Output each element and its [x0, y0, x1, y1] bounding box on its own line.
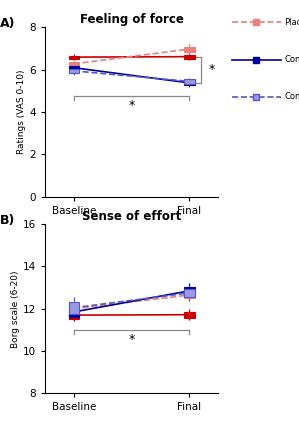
Text: B): B) [0, 214, 15, 227]
Bar [184, 287, 195, 295]
Bar [68, 62, 79, 66]
Y-axis label: Ratings (VAS 0-10): Ratings (VAS 0-10) [17, 70, 26, 154]
Bar [68, 66, 79, 69]
Bar [184, 81, 195, 85]
Text: A): A) [0, 17, 15, 30]
Bar [68, 305, 79, 312]
Bar [184, 55, 195, 59]
Text: *: * [129, 99, 135, 112]
Title: Sense of effort: Sense of effort [82, 210, 181, 223]
Text: Control-IF: Control-IF [284, 55, 299, 64]
Bar [184, 80, 195, 83]
Bar [68, 302, 79, 313]
Text: *: * [129, 333, 135, 346]
Bar [184, 288, 195, 297]
Y-axis label: Borg scale (6-20): Borg scale (6-20) [11, 270, 20, 348]
Title: Feeling of force: Feeling of force [80, 14, 184, 26]
Bar [68, 308, 79, 316]
Text: Placebo-EF: Placebo-EF [284, 18, 299, 27]
Bar [184, 47, 195, 52]
Bar [68, 69, 79, 73]
Bar [68, 55, 79, 59]
Bar [184, 292, 195, 298]
Text: *: * [209, 63, 215, 76]
Text: Control-EF: Control-EF [284, 92, 299, 102]
Bar [68, 312, 79, 319]
Bar [184, 312, 195, 318]
